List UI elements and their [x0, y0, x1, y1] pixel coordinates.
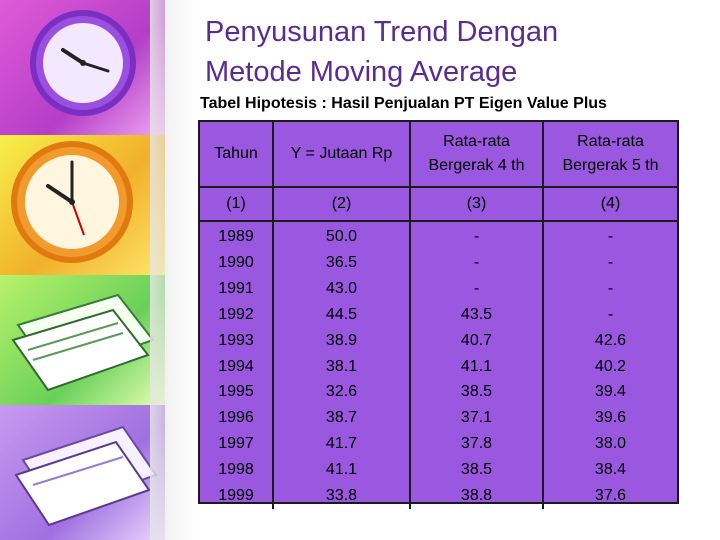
- column-number: (4): [543, 187, 677, 222]
- table-row: 1990 36.5- -: [200, 249, 677, 276]
- cell-ma4: 43.5: [410, 301, 544, 328]
- clock-icon: [11, 141, 133, 263]
- header-ma5-line1: Rata-rata: [577, 133, 644, 150]
- cell-ma5: -: [607, 305, 614, 323]
- cell-ma5: 39.4: [594, 383, 627, 401]
- header-ma5-line2: Bergerak 5 th: [562, 157, 659, 174]
- papers-icon: [11, 293, 155, 392]
- cell-ma4: 38.5: [410, 379, 544, 406]
- table-row: 1989 50.0- -: [200, 221, 677, 250]
- table-header-row: Tahun Y = Jutaan Rp Rata-rata Bergerak 4…: [200, 122, 677, 188]
- cell-ma4: 38.8: [410, 483, 544, 509]
- papers-icon: [14, 425, 158, 527]
- cell-ma4: -: [410, 221, 544, 250]
- cell-sales: 33.8: [273, 483, 411, 509]
- column-number: (3): [410, 187, 544, 222]
- clock-icon: [30, 10, 136, 116]
- table-body: 1989 50.0- -1990 36.5- -1991 43.0- -1992 44.5 43…: [200, 221, 677, 509]
- cell-sales: 38.9: [273, 327, 411, 354]
- cell-ma4: -: [410, 249, 544, 276]
- cell-sales: 41.7: [273, 431, 411, 458]
- column-number: (2): [273, 187, 411, 222]
- header-y: Y = Jutaan Rp: [273, 122, 411, 188]
- cell-ma5: -: [607, 253, 614, 271]
- cell-year: 1993: [200, 327, 274, 354]
- table-row: 1991 43.0- -: [200, 275, 677, 302]
- cell-sales: 50.0: [273, 221, 411, 250]
- cell-year: 1994: [200, 353, 274, 380]
- title-line-2: Metode Moving Average: [205, 56, 518, 88]
- strip-shadow: [150, 0, 195, 540]
- cell-year: 1999: [200, 483, 274, 509]
- table-row: 1995 32.6 38.5 39.4: [200, 379, 677, 406]
- cell-ma5: 39.6: [594, 409, 627, 427]
- cell-ma4: 38.5: [410, 457, 544, 484]
- header-ma4: Rata-rata Bergerak 4 th: [410, 122, 544, 188]
- header-ma4-line2: Bergerak 4 th: [428, 157, 525, 174]
- cell-ma4: 41.1: [410, 353, 544, 380]
- cell-ma4: 40.7: [410, 327, 544, 354]
- cell-ma4: 37.1: [410, 405, 544, 432]
- table-caption: Tabel Hipotesis : Hasil Penjualan PT Eig…: [200, 95, 607, 112]
- header-ma4-line1: Rata-rata: [443, 133, 510, 150]
- decorative-image-strip: [0, 0, 165, 540]
- cell-sales: 44.5: [273, 301, 411, 328]
- cell-year: 1992: [200, 301, 274, 328]
- cell-year: 1998: [200, 457, 274, 484]
- cell-sales: 38.1: [273, 353, 411, 380]
- table-row: 1994 38.1 41.1 40.2: [200, 353, 677, 380]
- cell-ma5: 38.0: [594, 435, 627, 453]
- cell-sales: 38.7: [273, 405, 411, 432]
- table-row: 1998 41.1 38.5 38.4: [200, 457, 677, 484]
- cell-ma5: -: [607, 228, 614, 245]
- cell-ma5: 38.4: [594, 461, 627, 479]
- cell-ma5: 42.6: [594, 331, 627, 349]
- table-row: 1993 38.9 40.7 42.6: [200, 327, 677, 354]
- cell-year: 1995: [200, 379, 274, 406]
- column-number: (1): [200, 187, 274, 222]
- cell-sales: 43.0: [273, 275, 411, 302]
- cell-year: 1997: [200, 431, 274, 458]
- slide-title: Penyusunan Trend Dengan Metode Moving Av…: [205, 12, 705, 92]
- table-row: 1992 44.5 43.5 -: [200, 301, 677, 328]
- cell-year: 1996: [200, 405, 274, 432]
- moving-average-table: Tahun Y = Jutaan Rp Rata-rata Bergerak 4…: [200, 122, 677, 509]
- cell-ma5: 37.6: [594, 487, 627, 505]
- title-line-1: Penyusunan Trend Dengan: [205, 16, 559, 48]
- header-ma5: Rata-rata Bergerak 5 th: [543, 122, 677, 188]
- table-row: 1997 41.7 37.8 38.0: [200, 431, 677, 458]
- cell-sales: 36.5: [273, 249, 411, 276]
- cell-year: 1989: [200, 221, 274, 250]
- cell-ma5: 40.2: [594, 357, 627, 375]
- cell-sales: 32.6: [273, 379, 411, 406]
- cell-ma4: -: [410, 275, 544, 302]
- cell-sales: 41.1: [273, 457, 411, 484]
- cell-ma4: 37.8: [410, 431, 544, 458]
- cell-year: 1991: [200, 275, 274, 302]
- header-tahun: Tahun: [200, 122, 274, 188]
- table-row: 1999 33.8 38.8 37.6: [200, 483, 677, 509]
- column-number-row: (1) (2) (3) (4): [200, 187, 677, 222]
- cell-ma5: -: [607, 279, 614, 297]
- table-row: 1996 38.7 37.1 39.6: [200, 405, 677, 432]
- cell-year: 1990: [200, 249, 274, 276]
- sales-table: Tahun Y = Jutaan Rp Rata-rata Bergerak 4…: [198, 120, 679, 509]
